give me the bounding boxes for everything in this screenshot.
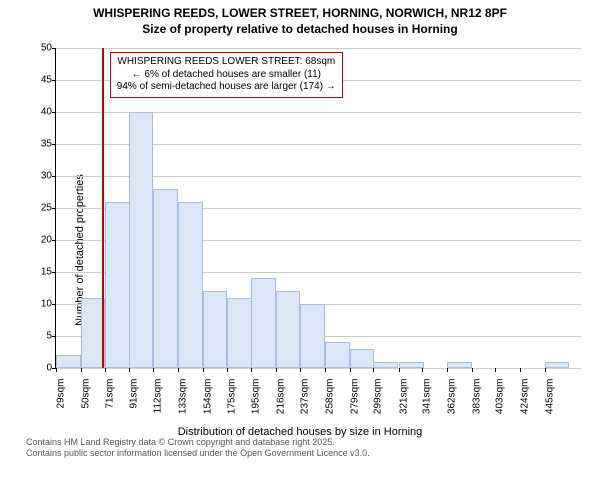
histogram-bar <box>227 298 252 368</box>
xtick-mark <box>153 368 154 372</box>
ytick-label: 20 <box>28 235 56 246</box>
histogram-bar <box>178 202 203 368</box>
xtick-mark <box>276 368 277 372</box>
annotation-box: WHISPERING REEDS LOWER STREET: 68sqm← 6%… <box>110 52 343 98</box>
xtick-label: 258sqm <box>322 379 335 415</box>
ytick-label: 10 <box>28 299 56 310</box>
ytick-label: 0 <box>28 363 56 374</box>
xtick-label: 71sqm <box>103 379 116 409</box>
xtick-mark <box>447 368 448 372</box>
xtick-mark <box>495 368 496 372</box>
ytick-label: 25 <box>28 203 56 214</box>
gridline <box>56 48 581 49</box>
xtick-label: 29sqm <box>54 379 67 409</box>
histogram-bar <box>350 349 375 368</box>
chart-container: Number of detached properties Distributi… <box>0 40 600 460</box>
xtick-label: 175sqm <box>225 379 238 415</box>
footer-attribution: Contains HM Land Registry data © Crown c… <box>26 437 370 458</box>
histogram-bar <box>325 342 350 368</box>
xtick-label: 341sqm <box>420 379 433 415</box>
annotation-line: 94% of semi-detached houses are larger (… <box>117 81 336 94</box>
histogram-bar <box>545 362 570 368</box>
xtick-label: 299sqm <box>371 379 384 415</box>
ytick-label: 40 <box>28 107 56 118</box>
xtick-mark <box>227 368 228 372</box>
xtick-mark <box>178 368 179 372</box>
xtick-mark <box>520 368 521 372</box>
ytick-label: 15 <box>28 267 56 278</box>
annotation-line: ← 6% of detached houses are smaller (11) <box>117 69 336 82</box>
xtick-mark <box>56 368 57 372</box>
xtick-mark <box>325 368 326 372</box>
xtick-mark <box>399 368 400 372</box>
ytick-label: 50 <box>28 43 56 54</box>
xtick-label: 321sqm <box>396 379 409 415</box>
plot-area: 0510152025303540455029sqm50sqm71sqm91sqm… <box>55 48 581 369</box>
histogram-bar <box>153 189 178 368</box>
xtick-label: 362sqm <box>445 379 458 415</box>
xtick-mark <box>373 368 374 372</box>
reference-line <box>102 48 104 368</box>
histogram-bar <box>105 202 130 368</box>
annotation-line: WHISPERING REEDS LOWER STREET: 68sqm <box>117 56 336 69</box>
xtick-mark <box>105 368 106 372</box>
xtick-label: 383sqm <box>469 379 482 415</box>
xtick-label: 195sqm <box>248 379 261 415</box>
xtick-label: 445sqm <box>542 379 555 415</box>
xtick-label: 133sqm <box>176 379 189 415</box>
histogram-bar <box>373 362 398 368</box>
xtick-label: 279sqm <box>347 379 360 415</box>
xtick-mark <box>81 368 82 372</box>
xtick-label: 50sqm <box>78 379 91 409</box>
xtick-label: 237sqm <box>298 379 311 415</box>
ytick-label: 35 <box>28 139 56 150</box>
xtick-mark <box>472 368 473 372</box>
histogram-bar <box>399 362 424 368</box>
histogram-bar <box>129 112 154 368</box>
xtick-mark <box>251 368 252 372</box>
xtick-mark <box>129 368 130 372</box>
chart-title: WHISPERING REEDS, LOWER STREET, HORNING,… <box>0 0 600 37</box>
ytick-label: 5 <box>28 331 56 342</box>
title-line-2: Size of property relative to detached ho… <box>0 22 600 38</box>
xtick-label: 424sqm <box>517 379 530 415</box>
xtick-label: 216sqm <box>273 379 286 415</box>
xtick-label: 112sqm <box>151 379 164 414</box>
xtick-mark <box>203 368 204 372</box>
title-line-1: WHISPERING REEDS, LOWER STREET, HORNING,… <box>0 6 600 22</box>
x-axis-label: Distribution of detached houses by size … <box>0 426 600 438</box>
xtick-mark <box>422 368 423 372</box>
footer-line-1: Contains HM Land Registry data © Crown c… <box>26 437 370 447</box>
xtick-mark <box>300 368 301 372</box>
xtick-mark <box>545 368 546 372</box>
xtick-label: 91sqm <box>126 379 139 409</box>
gridline <box>56 368 581 369</box>
xtick-label: 403sqm <box>493 379 506 415</box>
histogram-bar <box>300 304 325 368</box>
xtick-mark <box>350 368 351 372</box>
ytick-label: 45 <box>28 75 56 86</box>
xtick-label: 154sqm <box>200 379 213 415</box>
histogram-bar <box>56 355 81 368</box>
histogram-bar <box>251 278 276 368</box>
histogram-bar <box>276 291 301 368</box>
histogram-bar <box>447 362 472 368</box>
ytick-label: 30 <box>28 171 56 182</box>
footer-line-2: Contains public sector information licen… <box>26 448 370 458</box>
histogram-bar <box>203 291 228 368</box>
